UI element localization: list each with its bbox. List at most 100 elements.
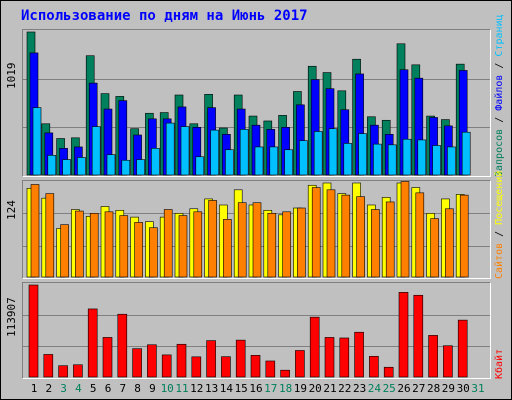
bar-kbytes	[132, 348, 142, 378]
bar-sites	[326, 189, 336, 278]
x-tick-label: 26	[397, 382, 411, 395]
bar-pages	[387, 144, 397, 176]
x-tick-label: 25	[382, 382, 396, 395]
panel3-legend: Кбайт	[494, 282, 508, 379]
bar-pages	[373, 143, 382, 176]
bar-pages	[210, 129, 219, 176]
bar-kbytes	[117, 313, 128, 378]
bar-pages	[328, 128, 338, 176]
x-tick-label: 2	[45, 382, 53, 395]
bar-pages	[254, 146, 264, 176]
x-tick-label: 29	[441, 382, 456, 395]
bar-sites	[282, 211, 291, 278]
bar-pages	[77, 157, 86, 176]
bar-sites	[60, 224, 69, 278]
bar-kbytes	[457, 319, 468, 378]
bar-pages	[106, 154, 116, 176]
bar-sites	[385, 201, 395, 278]
x-tick-label: 21	[323, 382, 337, 395]
bar-kbytes	[102, 337, 113, 378]
bar-pages	[62, 159, 71, 176]
panel2-ymax-label: 124	[5, 200, 18, 220]
bar-kbytes	[443, 345, 453, 378]
bar-kbytes	[280, 369, 290, 378]
bar-sites	[193, 211, 203, 278]
bar-kbytes	[309, 316, 320, 378]
x-tick-label: 5	[89, 382, 97, 395]
x-tick-label: 8	[134, 382, 141, 395]
x-tick-label: 23	[352, 382, 367, 395]
bar-sites	[223, 219, 232, 278]
x-tick-label: 7	[119, 382, 127, 395]
bar-pages	[447, 146, 456, 176]
x-tick-label: 4	[75, 382, 82, 395]
bar-sites	[75, 210, 84, 278]
bar-sites	[208, 200, 217, 278]
panel-kbytes	[22, 282, 491, 379]
bar-pages	[402, 138, 412, 176]
x-tick-label: 17	[264, 382, 278, 395]
bar-sites	[311, 187, 321, 278]
x-axis-day-labels: 1 2 3 4 5 6 7 8 9 10 11 12 13 14 15 16 17 18 19 20 21 22 23 24 2…	[1, 381, 512, 397]
bar-pages	[32, 107, 42, 176]
bar-pages	[343, 143, 353, 176]
bar-kbytes	[28, 284, 39, 378]
bar-sites	[149, 227, 158, 278]
x-tick-label: 3	[60, 382, 67, 395]
bar-kbytes	[161, 354, 172, 378]
bar-sites	[430, 218, 439, 278]
bar-kbytes	[206, 340, 216, 378]
bar-sites	[30, 184, 40, 278]
x-tick-label: 31	[471, 382, 485, 395]
bar-kbytes	[73, 364, 83, 378]
bar-sites	[178, 215, 188, 278]
bar-sites	[104, 211, 114, 278]
bar-sites	[134, 222, 143, 278]
bar-pages	[91, 126, 101, 176]
bar-kbytes	[369, 355, 379, 378]
bar-pages	[165, 122, 175, 176]
bar-pages	[195, 156, 205, 176]
bar-pages	[225, 149, 234, 176]
panel1-ymax-label: 1019	[5, 62, 18, 90]
bar-kbytes	[221, 356, 231, 378]
bar-kbytes	[339, 337, 350, 378]
bar-pages	[180, 126, 190, 176]
bar-sites	[163, 209, 173, 278]
panel-visits-sites	[22, 180, 491, 279]
bar-sites	[252, 202, 262, 278]
bar-kbytes	[265, 360, 276, 378]
bar-sites	[297, 207, 306, 278]
bar-sites	[371, 209, 380, 278]
bar-pages	[269, 146, 279, 176]
panel-hits-files-pages	[22, 29, 491, 177]
bar-sites	[445, 208, 454, 278]
bar-pages	[313, 131, 323, 176]
panel2-legend: Сайтов / Посещений	[494, 171, 508, 279]
x-tick-label: 1	[30, 382, 38, 395]
legend-sep-3: /	[494, 224, 505, 243]
bar-kbytes	[176, 343, 187, 378]
bar-sites	[459, 194, 469, 278]
bar-kbytes	[58, 365, 68, 378]
bar-kbytes	[147, 344, 157, 378]
legend-pages: Страниц	[494, 14, 505, 57]
bar-sites	[119, 215, 129, 278]
bar-sites	[415, 192, 425, 278]
bar-sites	[89, 213, 99, 278]
bar-pages	[239, 129, 249, 176]
legend-visits: Посещений	[494, 170, 505, 225]
bar-pages	[417, 139, 427, 176]
bar-kbytes	[295, 350, 305, 378]
x-tick-label: 24	[367, 382, 382, 395]
x-tick-label: 14	[219, 382, 234, 395]
legend-files: Файлов	[494, 74, 505, 111]
bar-kbytes	[87, 308, 98, 378]
x-tick-label: 15	[234, 382, 248, 395]
legend-sep-2: /	[494, 56, 505, 75]
x-tick-label: 16	[249, 382, 263, 395]
panel1-legend: Запросов / Файлов / Страниц	[494, 14, 508, 177]
bar-kbytes	[428, 335, 438, 378]
bar-pages	[284, 149, 293, 176]
bar-kbytes	[324, 337, 335, 378]
